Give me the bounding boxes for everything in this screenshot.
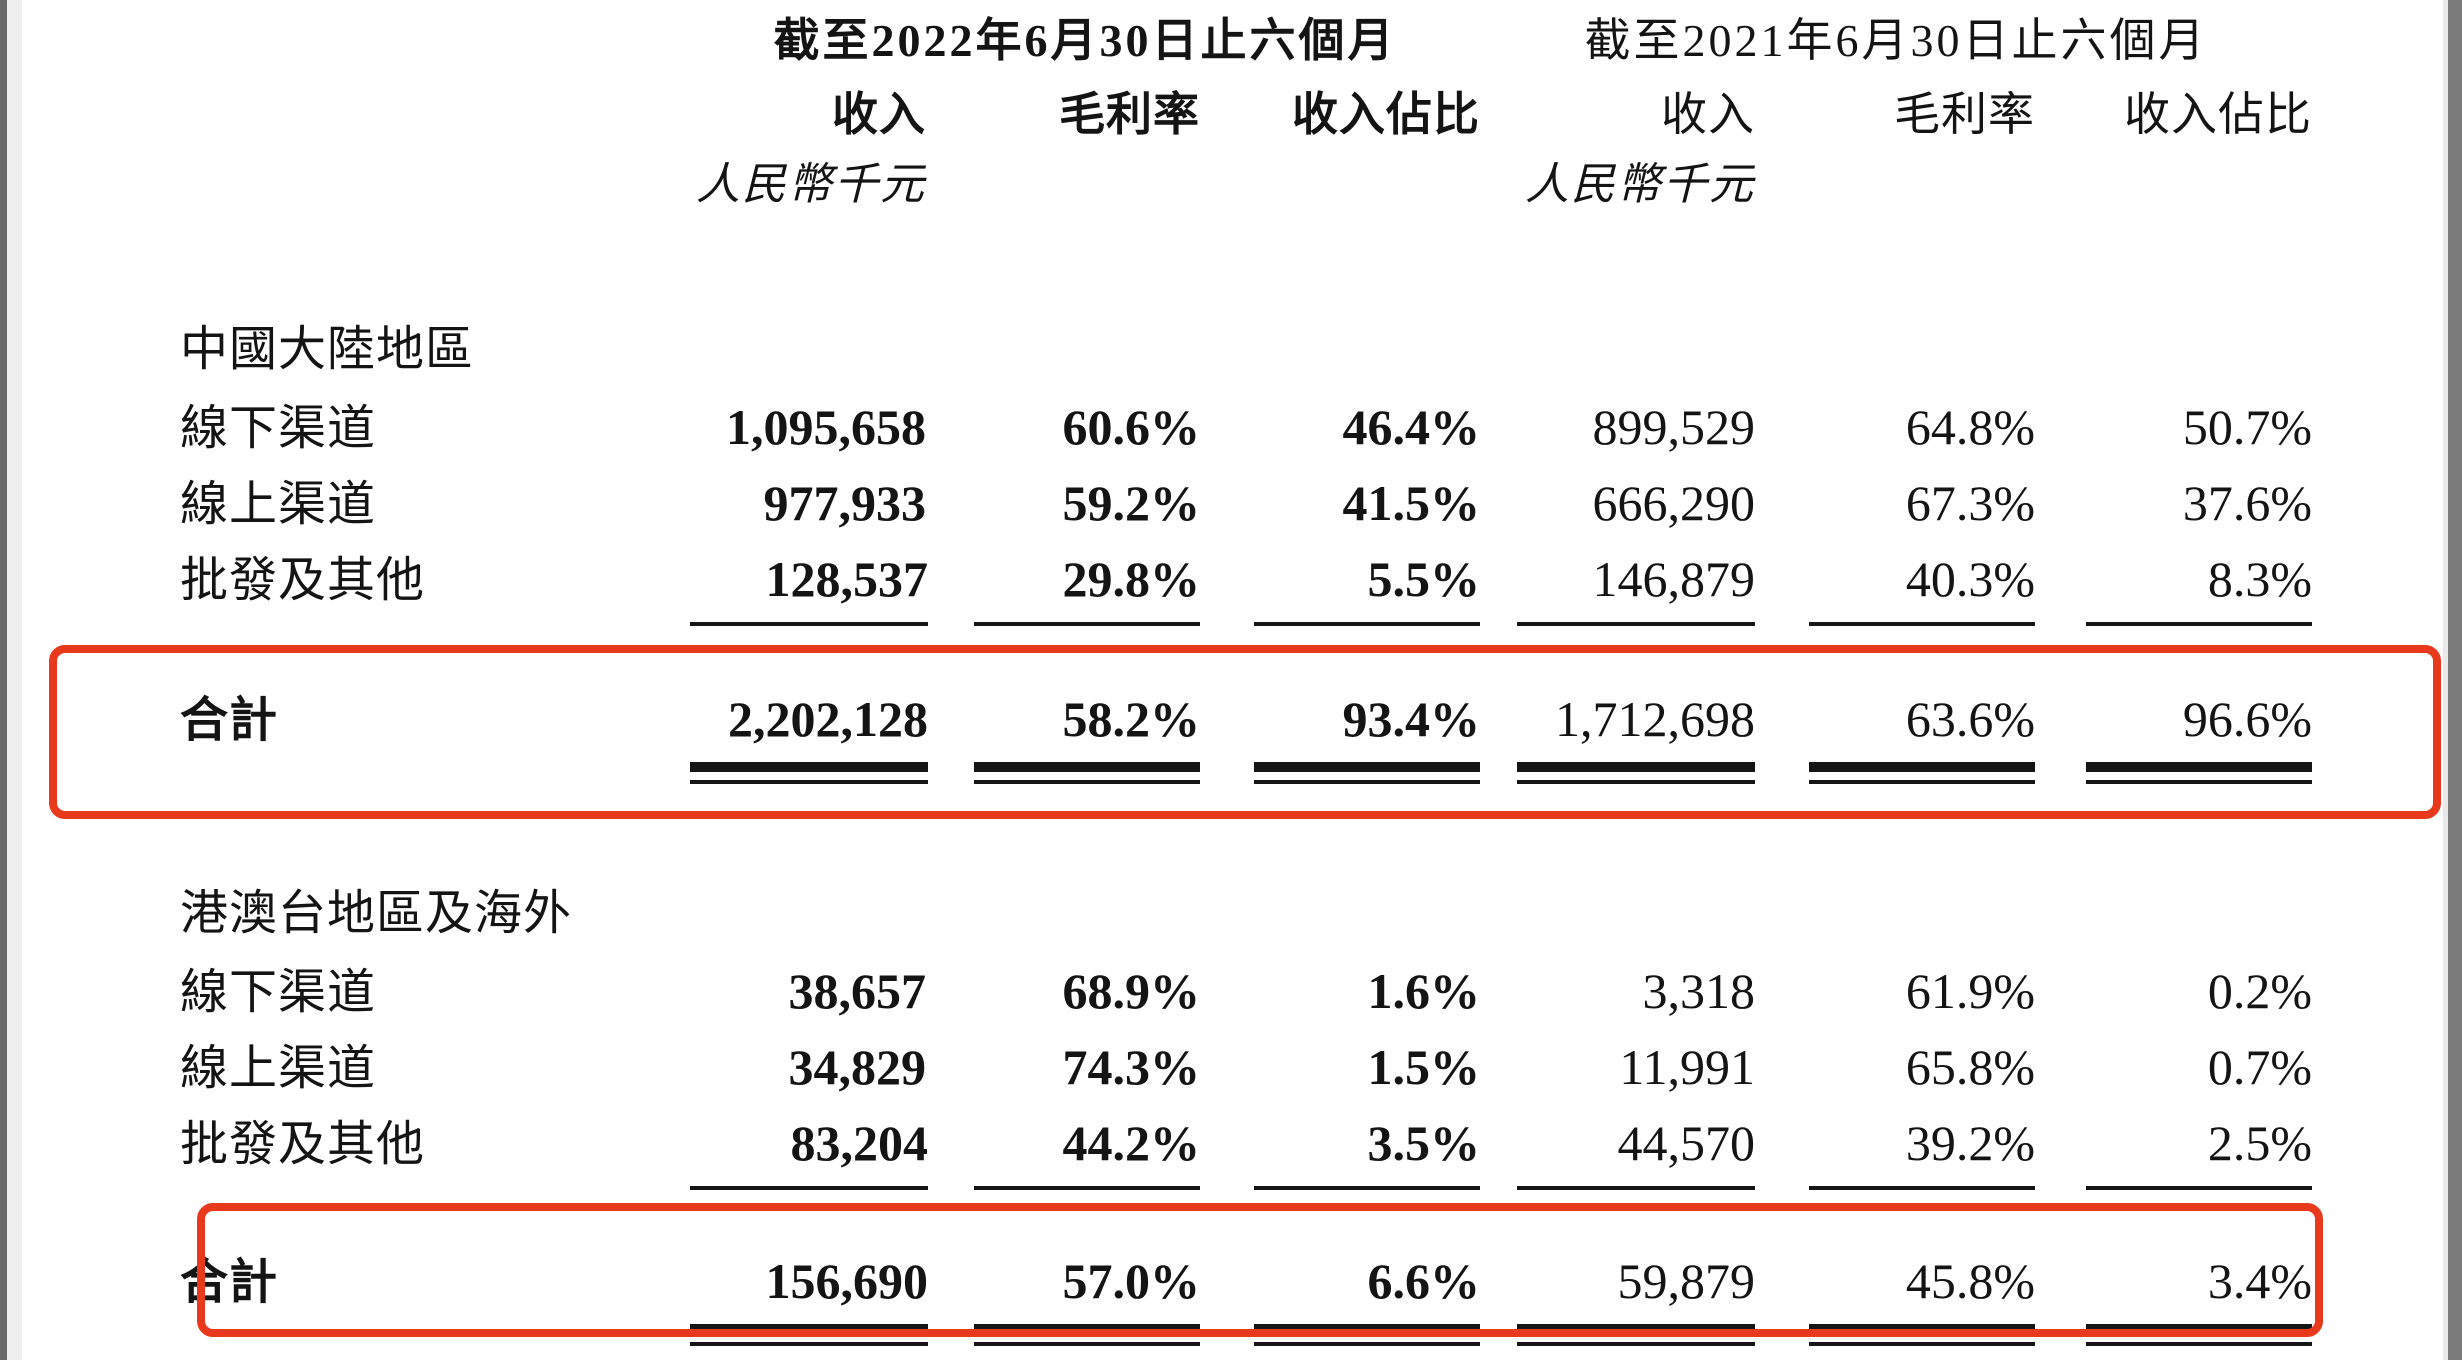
table-row: 線上渠道 34,829 74.3% 1.5% 11,991 65.8% 0.7%	[180, 1036, 2312, 1099]
currency-note-2021: 人民幣千元	[1525, 160, 1755, 209]
viewer-edge-left-light	[7, 0, 22, 1360]
period-header-2022: 截至2022年6月30日止六個月	[773, 15, 1397, 66]
cell-revenue-share-2021: 37.6%	[2182, 475, 2312, 531]
cell-revenue-share-2021: 50.7%	[2182, 399, 2312, 455]
cell-gross-margin-2021: 45.8%	[1809, 1250, 2035, 1346]
cell-revenue-2022: 156,690	[690, 1250, 928, 1346]
cell-gross-margin-2022: 74.3%	[1062, 1039, 1201, 1095]
cell-revenue-share-2021: 2.5%	[2086, 1112, 2312, 1190]
cell-gross-margin-2022: 57.0%	[974, 1250, 1200, 1346]
cell-revenue-2021: 59,879	[1517, 1250, 1755, 1346]
cell-revenue-share-2022: 41.5%	[1342, 475, 1481, 531]
section-title-mainland-china: 中國大陸地區	[180, 323, 475, 376]
cell-gross-margin-2022: 60.6%	[1062, 399, 1201, 455]
cell-revenue-2021: 44,570	[1517, 1112, 1755, 1190]
col-revenue-share-2021: 收入佔比	[2124, 89, 2312, 140]
cell-revenue-2021: 899,529	[1592, 399, 1756, 455]
table-row: 線上渠道 977,933 59.2% 41.5% 666,290 67.3% 3…	[180, 472, 2312, 535]
cell-revenue-2022: 83,204	[690, 1112, 928, 1190]
currency-note-2022: 人民幣千元	[696, 160, 926, 209]
row-label-wholesale-other: 批發及其他	[180, 554, 426, 607]
section-title-row: 港澳台地區及海外	[180, 884, 2312, 944]
cell-revenue-2022: 128,537	[690, 548, 928, 626]
cell-gross-margin-2021: 61.9%	[1905, 963, 2035, 1019]
cell-gross-margin-2022: 44.2%	[974, 1112, 1200, 1190]
cell-revenue-2021: 146,879	[1517, 548, 1755, 626]
cell-revenue-share-2022: 5.5%	[1254, 548, 1480, 626]
total-label: 合計	[180, 1256, 279, 1309]
cell-revenue-2021: 3,318	[1642, 963, 1756, 1019]
table-row: 線下渠道 38,657 68.9% 1.6% 3,318 61.9% 0.2%	[180, 960, 2312, 1023]
cell-gross-margin-2021: 65.8%	[1905, 1039, 2035, 1095]
total-row: 合計 156,690 57.0% 6.6% 59,879 45.8% 3.4%	[180, 1250, 2312, 1346]
cell-revenue-2022: 34,829	[788, 1039, 927, 1095]
col-gross-margin-2022: 毛利率	[1059, 89, 1200, 140]
cell-gross-margin-2021: 63.6%	[1809, 688, 2035, 784]
row-label-offline: 線下渠道	[180, 966, 377, 1019]
cell-revenue-share-2022: 1.5%	[1367, 1039, 1481, 1095]
col-gross-margin-2021: 毛利率	[1894, 89, 2035, 140]
total-label: 合計	[180, 694, 279, 747]
cell-revenue-2021: 1,712,698	[1517, 688, 1755, 784]
cell-gross-margin-2022: 68.9%	[1062, 963, 1201, 1019]
column-header-row: 收入 毛利率 收入佔比 收入 毛利率 收入佔比	[180, 86, 2312, 143]
cell-revenue-share-2021: 96.6%	[2086, 688, 2312, 784]
table-row: 線下渠道 1,095,658 60.6% 46.4% 899,529 64.8%…	[180, 396, 2312, 459]
cell-revenue-share-2021: 8.3%	[2086, 548, 2312, 626]
section-title-row: 中國大陸地區	[180, 320, 2312, 380]
cell-revenue-share-2022: 46.4%	[1342, 399, 1481, 455]
cell-revenue-2021: 11,991	[1619, 1039, 1755, 1095]
total-row: 合計 2,202,128 58.2% 93.4% 1,712,698 63.6%…	[180, 688, 2312, 784]
cell-gross-margin-2022: 59.2%	[1062, 475, 1201, 531]
cell-revenue-share-2022: 93.4%	[1254, 688, 1480, 784]
currency-note-row: 人民幣千元 人民幣千元	[180, 158, 2312, 213]
row-label-online: 線上渠道	[180, 478, 377, 531]
period-header-2021: 截至2021年6月30日止六個月	[1584, 15, 2208, 66]
section-title-hk-macau-taiwan-overseas: 港澳台地區及海外	[180, 887, 573, 940]
cell-gross-margin-2022: 58.2%	[974, 688, 1200, 784]
cell-revenue-share-2021: 0.2%	[2207, 963, 2312, 1019]
cell-revenue-share-2022: 3.5%	[1254, 1112, 1480, 1190]
cell-gross-margin-2022: 29.8%	[974, 548, 1200, 626]
cell-gross-margin-2021: 64.8%	[1905, 399, 2035, 455]
col-revenue-2022: 收入	[832, 89, 926, 140]
cell-revenue-2022: 977,933	[763, 475, 927, 531]
row-label-online: 線上渠道	[180, 1042, 377, 1095]
cell-revenue-2022: 1,095,658	[726, 399, 926, 455]
period-header-row: 截至2022年6月30日止六個月 截至2021年6月30日止六個月	[180, 12, 2312, 69]
cell-revenue-2022: 2,202,128	[690, 688, 928, 784]
col-revenue-share-2022: 收入佔比	[1292, 89, 1480, 140]
cell-revenue-share-2022: 1.6%	[1367, 963, 1481, 1019]
cell-gross-margin-2021: 40.3%	[1809, 548, 2035, 626]
cell-revenue-share-2021: 3.4%	[2086, 1250, 2312, 1346]
viewer-edge-right	[2448, 0, 2462, 1360]
table-row: 批發及其他 83,204 44.2% 3.5% 44,570 39.2% 2.5…	[180, 1112, 2312, 1190]
row-label-wholesale-other: 批發及其他	[180, 1118, 426, 1171]
cell-gross-margin-2021: 67.3%	[1905, 475, 2035, 531]
viewer-edge-left	[0, 0, 7, 1360]
table-row: 批發及其他 128,537 29.8% 5.5% 146,879 40.3% 8…	[180, 548, 2312, 626]
cell-revenue-share-2022: 6.6%	[1254, 1250, 1480, 1346]
cell-revenue-share-2021: 0.7%	[2207, 1039, 2312, 1095]
cell-gross-margin-2021: 39.2%	[1809, 1112, 2035, 1190]
cell-revenue-2021: 666,290	[1592, 475, 1756, 531]
col-revenue-2021: 收入	[1661, 89, 1755, 140]
viewer-edge-right-light	[2443, 0, 2448, 1360]
cell-revenue-2022: 38,657	[788, 963, 927, 1019]
row-label-offline: 線下渠道	[180, 402, 377, 455]
